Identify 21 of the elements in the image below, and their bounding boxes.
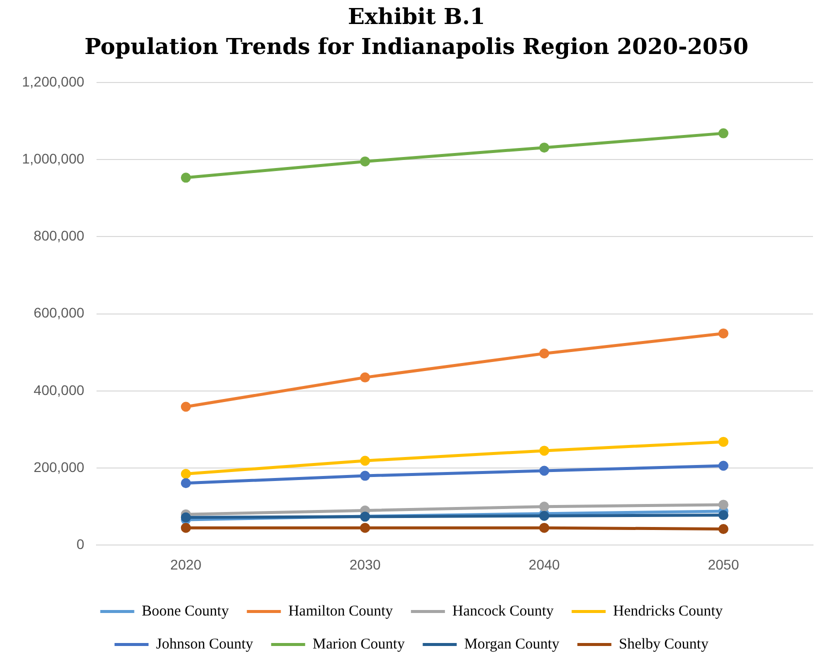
x-tick-label: 2040 <box>528 556 560 572</box>
y-tick-label: 1,200,000 <box>22 73 84 90</box>
y-tick-label: 200,000 <box>34 458 84 475</box>
y-tick-label: 600,000 <box>34 304 84 321</box>
legend-label: Marion County <box>312 636 406 652</box>
legend-label: Hancock County <box>452 603 554 620</box>
x-tick-label: 2030 <box>349 556 381 572</box>
legend-label: Boone County <box>142 603 230 620</box>
legend-label: Hamilton County <box>288 603 394 620</box>
y-tick-label: 0 <box>76 536 84 552</box>
x-tick-label: 2050 <box>708 556 740 572</box>
legend-label: Hendricks County <box>613 603 724 620</box>
x-tick-label: 2020 <box>170 556 202 572</box>
legend-label: Shelby County <box>618 636 709 652</box>
chart-subtitle: Population Trends for Indianapolis Region 2020-2050 <box>84 33 750 62</box>
y-tick-label: 400,000 <box>34 382 84 398</box>
legend-label: Morgan County <box>464 636 560 652</box>
y-tick-label: 800,000 <box>34 228 84 244</box>
y-tick-label: 1,000,000 <box>22 150 84 166</box>
legend-label: Johnson County <box>156 636 254 652</box>
chart-title: Exhibit B.1 <box>346 3 486 32</box>
